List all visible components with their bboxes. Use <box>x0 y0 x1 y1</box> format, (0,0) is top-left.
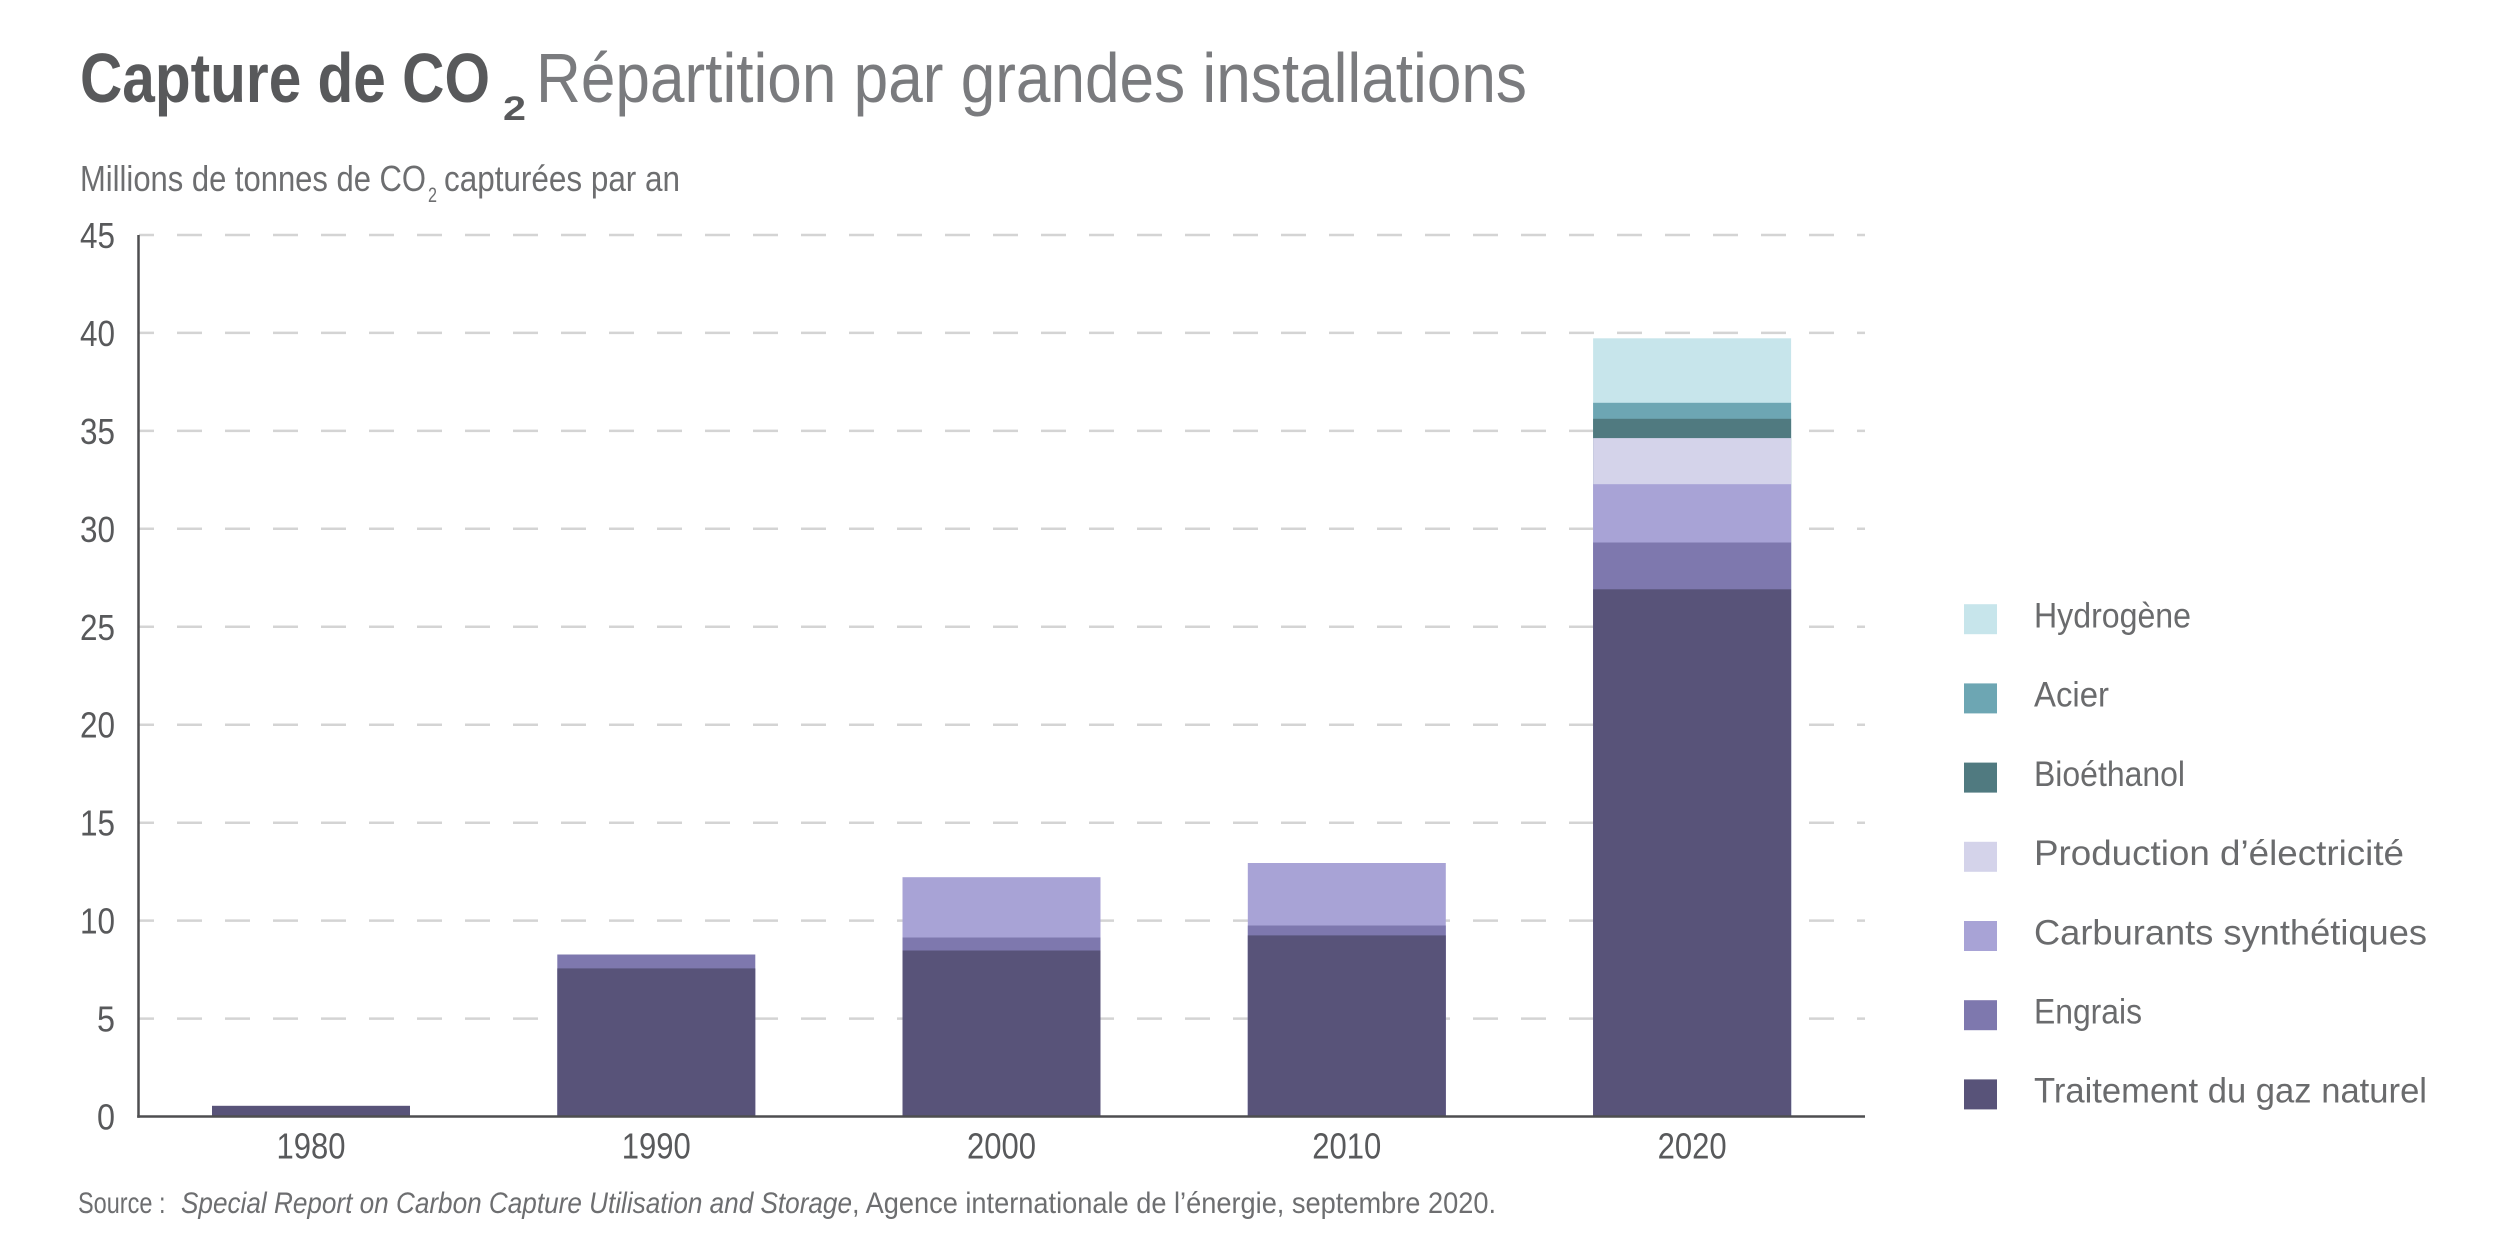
svg-text:Traitement du gaz naturel: Traitement du gaz naturel <box>2034 1072 2427 1111</box>
svg-text:1980: 1980 <box>277 1126 346 1167</box>
svg-text:2000: 2000 <box>967 1126 1036 1167</box>
svg-text:Répartition par grandes instal: Répartition par grandes installations <box>536 39 1527 117</box>
svg-text:45: 45 <box>80 215 115 256</box>
svg-text:2010: 2010 <box>1312 1126 1381 1167</box>
svg-text:Production d’électricité: Production d’électricité <box>2034 834 2404 873</box>
svg-text:capturées par an: capturées par an <box>444 158 680 199</box>
svg-text:2: 2 <box>428 184 437 207</box>
svg-text:10: 10 <box>80 901 115 942</box>
svg-text:Special Report on Carbon Captu: Special Report on Carbon Capture Utilisa… <box>181 1187 852 1220</box>
svg-text:Hydrogène: Hydrogène <box>2034 597 2191 636</box>
svg-text:Millions de tonnes de CO: Millions de tonnes de CO <box>80 158 426 199</box>
svg-text:2: 2 <box>503 90 526 128</box>
svg-text:Carburants synthétiques: Carburants synthétiques <box>2034 913 2427 952</box>
svg-text:2020: 2020 <box>1658 1126 1727 1167</box>
svg-text:, Agence internationale de l’é: , Agence internationale de l’énergie, se… <box>852 1187 1496 1220</box>
svg-text:Acier: Acier <box>2034 676 2109 715</box>
svg-text:35: 35 <box>80 411 115 452</box>
svg-text:40: 40 <box>80 313 115 354</box>
svg-text:Bioéthanol: Bioéthanol <box>2034 755 2185 794</box>
svg-text:25: 25 <box>80 607 115 648</box>
svg-text:Capture de CO: Capture de CO <box>80 39 490 117</box>
svg-text:20: 20 <box>80 705 115 746</box>
svg-text:Source :: Source : <box>78 1187 172 1220</box>
svg-text:5: 5 <box>97 999 115 1040</box>
svg-text:0: 0 <box>97 1097 115 1138</box>
svg-text:Engrais: Engrais <box>2034 993 2142 1032</box>
svg-text:1990: 1990 <box>622 1126 691 1167</box>
svg-text:30: 30 <box>80 509 115 550</box>
svg-text:15: 15 <box>80 803 115 844</box>
